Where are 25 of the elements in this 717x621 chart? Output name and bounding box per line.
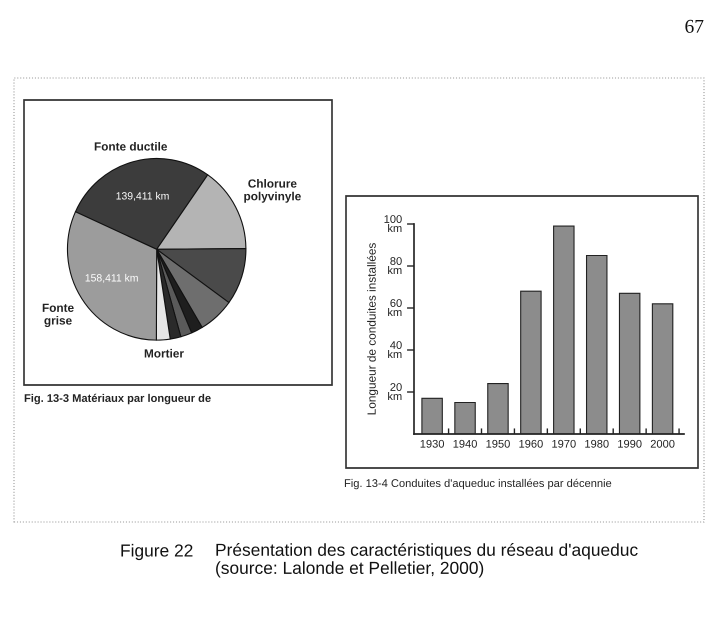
y-tick-label: 100 km — [384, 215, 402, 232]
slice-label: Fonte grise — [42, 304, 74, 328]
data-label: 158,411 km — [86, 274, 138, 283]
y-tick-label: 20 km — [388, 383, 402, 400]
slice-label: Fonte ductile — [94, 142, 168, 151]
data-label: 139,411 km — [116, 192, 169, 201]
x-tick-label: 1990 — [618, 440, 642, 448]
text: Fig. 13-4 Conduites d'aqueduc installées par décennie — [344, 478, 612, 490]
y-tick-label: 40 km — [388, 341, 402, 358]
caption: Figure 22 — [121, 544, 192, 560]
x-tick-label: 2000 — [650, 440, 675, 448]
x-tick-label: 1950 — [486, 440, 510, 448]
text: Présentation des caractéristiques du réseau d'aqueduc (source: Lalonde et Pelletier, 2000) — [216, 543, 638, 578]
y-tick-label: 60 km — [388, 299, 402, 316]
x-tick-label: 1970 — [552, 440, 576, 448]
x-tick-label: 1930 — [420, 440, 444, 448]
y-tick-label: 80 km — [388, 257, 402, 274]
y-axis-title: Longueur de conduites installées — [366, 243, 378, 414]
x-tick-label: 1980 — [585, 440, 609, 448]
text: Fig. 13-3 Matériaux par longueur de — [24, 394, 211, 404]
text: 67 — [685, 20, 704, 33]
slice-label: Mortier — [144, 348, 184, 358]
x-tick-label: 1960 — [519, 440, 543, 448]
slice-label: Chlorure polyvinyle — [244, 179, 301, 203]
x-tick-label: 1940 — [454, 440, 477, 448]
